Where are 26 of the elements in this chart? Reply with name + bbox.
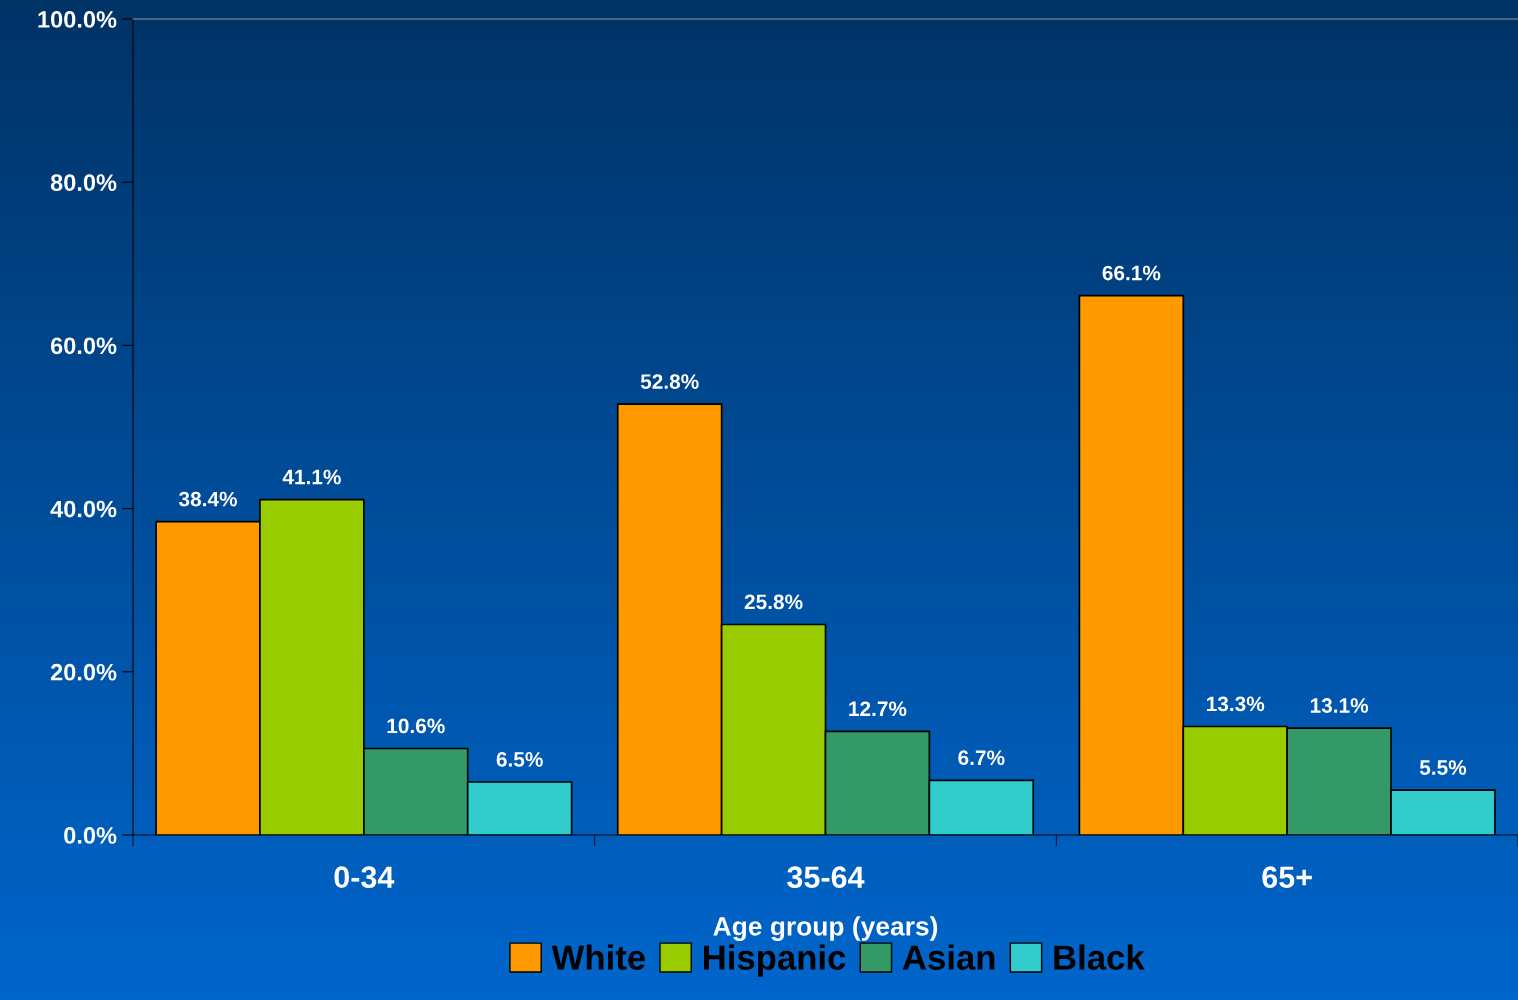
y-tick-label: 80.0% bbox=[50, 174, 117, 191]
legend-label: Black bbox=[1054, 944, 1145, 970]
data-label: 10.6% bbox=[387, 718, 445, 734]
data-label: 41.1% bbox=[282, 469, 341, 485]
data-label: 25.8% bbox=[744, 594, 803, 610]
legend-label: Hispanic bbox=[703, 944, 846, 977]
data-label: 13.1% bbox=[1310, 698, 1369, 713]
x-tick-label: 35-64 bbox=[787, 866, 865, 889]
y-tick-label: 0.0% bbox=[64, 827, 117, 844]
x-tick-label: 0-34 bbox=[334, 866, 395, 889]
data-label: 13.3% bbox=[1207, 696, 1265, 712]
data-label: 6.7% bbox=[958, 750, 1005, 766]
data-label: 66.1% bbox=[1102, 265, 1161, 281]
y-tick-label: 60.0% bbox=[50, 337, 117, 355]
data-label: 5.5% bbox=[1419, 760, 1467, 775]
legend-label: Asian bbox=[902, 944, 995, 970]
data-label: 38.4% bbox=[178, 491, 238, 507]
data-label: 6.5% bbox=[496, 751, 543, 767]
y-tick-label: 40.0% bbox=[50, 500, 117, 518]
data-label: 12.7% bbox=[849, 701, 907, 717]
x-tick-label: 65+ bbox=[1262, 866, 1312, 888]
y-tick-label: 20.0% bbox=[50, 663, 117, 681]
x-axis-title: Age group (years) bbox=[713, 916, 938, 941]
y-tick-label: 100.0% bbox=[38, 11, 117, 28]
data-label: 52.8% bbox=[640, 374, 699, 389]
legend-label: White bbox=[551, 944, 645, 970]
